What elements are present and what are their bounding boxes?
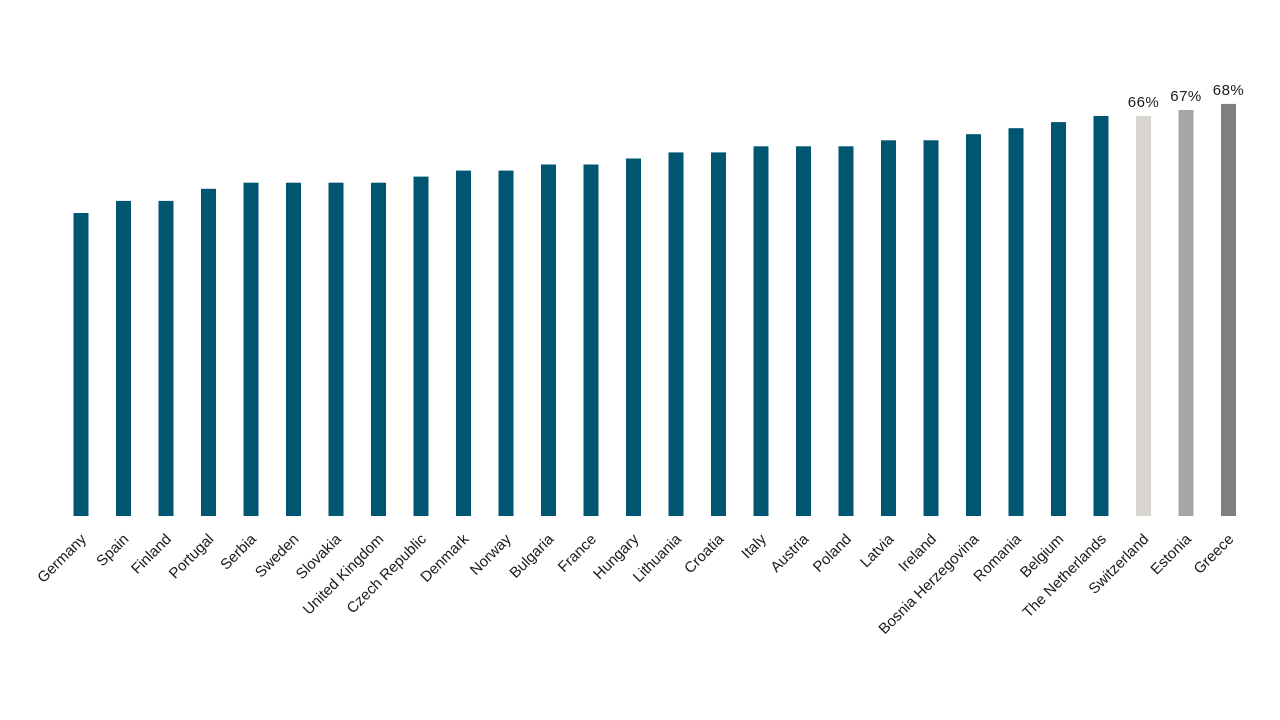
category-label-romania: Romania xyxy=(970,530,1025,585)
bar-ireland xyxy=(923,140,939,517)
category-label-poland: Poland xyxy=(810,531,855,576)
data-label-switzerland: 66% xyxy=(1128,94,1160,111)
bar-austria xyxy=(796,146,811,517)
bar-germany xyxy=(73,213,89,516)
bar-finland xyxy=(158,200,174,516)
bar-croatia xyxy=(711,152,726,516)
category-label-italy: Italy xyxy=(738,530,770,562)
bar-france xyxy=(583,164,599,516)
bar-slovakia xyxy=(328,182,344,516)
data-label-greece: 68% xyxy=(1213,82,1245,99)
bar-denmark xyxy=(456,170,471,516)
category-label-germany: Germany xyxy=(34,530,90,586)
category-label-portugal: Portugal xyxy=(166,531,218,583)
category-label-estonia: Estonia xyxy=(1147,530,1195,578)
bar-bosnia-herzegovina xyxy=(966,134,981,516)
category-label-spain: Spain xyxy=(93,531,132,570)
bar-bulgaria xyxy=(541,164,556,516)
category-label-latvia: Latvia xyxy=(857,530,898,571)
bar-switzerland xyxy=(1136,116,1151,516)
bar-united-kingdom xyxy=(371,182,386,516)
bar-czech-republic xyxy=(413,176,429,516)
category-label-croatia: Croatia xyxy=(681,530,728,577)
bar-belgium xyxy=(1051,122,1066,516)
bars-group xyxy=(73,103,1236,517)
bar-latvia xyxy=(881,140,896,517)
bar-italy xyxy=(753,146,769,517)
bar-lithuania xyxy=(668,152,684,516)
data-labels-group: 66% 67% 68% xyxy=(1128,82,1245,111)
bar-greece xyxy=(1221,103,1236,517)
category-label-bulgaria: Bulgaria xyxy=(506,530,557,581)
category-label-austria: Austria xyxy=(767,530,812,575)
bar-sweden xyxy=(286,182,301,516)
bar-romania xyxy=(1008,128,1024,516)
bar-estonia xyxy=(1178,110,1194,516)
bar-portugal xyxy=(201,188,216,517)
bar-spain xyxy=(116,200,131,516)
bar-norway xyxy=(498,170,514,516)
data-label-estonia: 67% xyxy=(1170,88,1202,105)
category-label-greece: Greece xyxy=(1191,531,1238,578)
bar-serbia xyxy=(243,182,259,516)
bar-poland xyxy=(838,146,854,517)
bar-the-netherlands xyxy=(1093,116,1109,516)
bar-hungary xyxy=(626,158,641,516)
